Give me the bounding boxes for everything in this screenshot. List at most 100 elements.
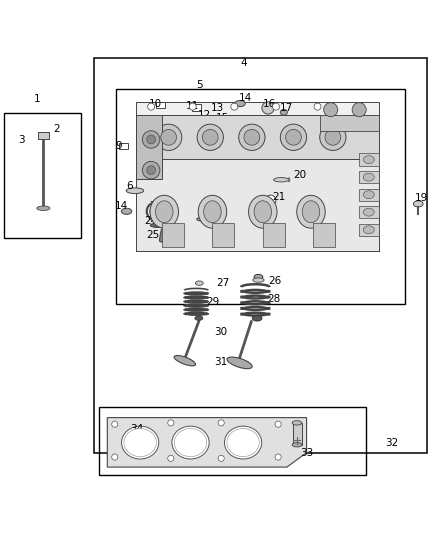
Circle shape [320,124,346,150]
Circle shape [356,103,363,110]
Circle shape [202,130,218,145]
Circle shape [280,124,307,150]
Bar [359,206,379,219]
Circle shape [275,454,281,460]
Circle shape [147,166,155,174]
Ellipse shape [292,421,302,425]
Circle shape [168,455,174,462]
Bar [359,171,379,183]
Text: 6: 6 [126,181,133,191]
Circle shape [275,421,281,427]
Ellipse shape [254,201,272,223]
Bar [293,423,302,445]
Circle shape [265,195,276,206]
Ellipse shape [252,316,262,321]
Text: 28: 28 [267,294,280,304]
Text: 10: 10 [149,99,162,109]
Ellipse shape [273,177,289,182]
Polygon shape [136,102,379,115]
Polygon shape [320,115,379,131]
Ellipse shape [363,226,374,233]
Text: 3: 3 [18,135,25,146]
Circle shape [314,103,321,110]
Text: 27: 27 [216,278,229,288]
Ellipse shape [227,429,259,457]
Text: 5: 5 [196,80,203,90]
Text: 22: 22 [212,210,225,220]
Circle shape [239,124,265,150]
Circle shape [189,103,196,110]
Text: 34: 34 [130,424,143,434]
Ellipse shape [297,195,325,228]
Ellipse shape [288,177,290,182]
Ellipse shape [198,195,227,228]
Text: 7: 7 [149,144,156,154]
Circle shape [161,130,177,145]
Bar [313,223,335,247]
Ellipse shape [363,156,374,164]
Circle shape [218,420,224,426]
Ellipse shape [126,188,144,193]
Ellipse shape [254,274,263,280]
Circle shape [112,454,118,460]
Ellipse shape [225,426,262,459]
Circle shape [147,135,155,144]
Circle shape [142,161,160,179]
Text: 4: 4 [240,58,247,68]
Bar [359,223,379,236]
Ellipse shape [195,281,203,285]
Ellipse shape [204,201,221,223]
Ellipse shape [124,429,156,457]
Text: 9: 9 [116,141,123,151]
Bar [359,154,379,166]
Ellipse shape [235,101,245,107]
Text: 31: 31 [214,357,227,367]
Ellipse shape [253,278,264,282]
Text: 14: 14 [239,93,252,103]
Polygon shape [107,418,307,467]
Text: 32: 32 [385,438,399,448]
Bar [192,104,201,111]
Ellipse shape [150,223,167,228]
Ellipse shape [174,429,207,457]
Circle shape [231,103,238,110]
Text: 13: 13 [211,103,224,113]
Circle shape [112,421,118,427]
Text: 12: 12 [198,110,211,120]
Ellipse shape [37,206,50,211]
Polygon shape [136,115,162,179]
Ellipse shape [195,316,203,320]
Text: 25: 25 [146,230,159,240]
Text: 33: 33 [300,448,313,458]
Bar [4,113,81,238]
Ellipse shape [227,357,252,369]
Text: 17: 17 [279,103,293,113]
Text: 30: 30 [214,327,227,337]
Ellipse shape [413,201,423,207]
Text: 1: 1 [34,94,41,104]
Circle shape [150,206,161,217]
Circle shape [148,103,155,110]
Ellipse shape [302,201,320,223]
Text: 26: 26 [268,276,282,286]
Circle shape [291,121,303,133]
Ellipse shape [197,217,214,221]
Ellipse shape [121,426,159,459]
Ellipse shape [249,195,277,228]
Bar [162,223,184,247]
Ellipse shape [174,356,195,366]
Ellipse shape [150,195,179,228]
Circle shape [142,131,160,148]
Text: 24: 24 [145,215,158,225]
Ellipse shape [280,109,287,115]
Text: 21: 21 [272,192,286,203]
Circle shape [272,103,279,110]
Circle shape [286,130,301,145]
Text: 18: 18 [292,118,305,128]
Text: 15: 15 [216,114,229,124]
Circle shape [168,420,174,426]
Ellipse shape [363,208,374,216]
Circle shape [262,102,274,114]
Text: 29: 29 [207,296,220,306]
Polygon shape [136,115,379,251]
